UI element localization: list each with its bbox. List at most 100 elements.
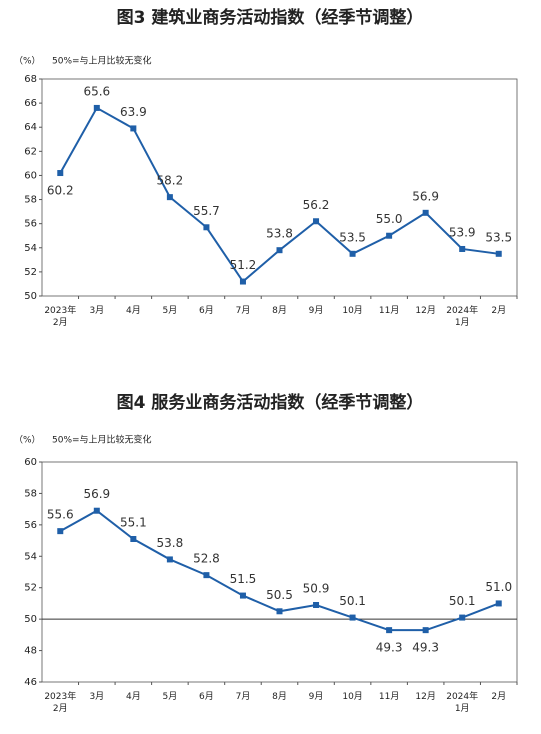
x-tick-label: 4月 — [126, 691, 141, 702]
x-tick-label: 9月 — [309, 691, 324, 702]
y-tick-label: 48 — [24, 646, 37, 657]
value-label: 53.8 — [266, 227, 293, 241]
point — [313, 602, 320, 608]
x-tick-label: 12月 — [415, 305, 435, 316]
x-tick-label: 4月 — [126, 305, 141, 316]
point — [166, 194, 173, 201]
value-label: 50.5 — [266, 588, 293, 602]
x-tick-label: 2月 — [491, 305, 506, 316]
y-tick-label: 66 — [24, 98, 37, 109]
y-tick-label: 54 — [24, 551, 37, 562]
value-label: 58.2 — [157, 174, 184, 188]
note: 50%=与上月比较无变化 — [52, 434, 152, 446]
unit-label: （%） — [14, 435, 41, 446]
plot-frame — [41, 78, 518, 297]
point — [130, 125, 137, 132]
point — [57, 170, 64, 177]
value-label: 53.8 — [157, 536, 184, 550]
plot-frame — [41, 461, 518, 683]
x-tick-label: 2024年 1月 — [446, 304, 478, 328]
value-label: 60.2 — [47, 184, 74, 198]
point — [349, 250, 356, 257]
y-tick-label: 60 — [24, 170, 37, 181]
x-tick-label: 6月 — [199, 305, 214, 316]
point — [130, 536, 137, 542]
value-label: 56.9 — [83, 487, 110, 501]
x-tick-label: 10月 — [342, 691, 362, 702]
value-label: 53.9 — [449, 225, 476, 239]
y-tick-label: 46 — [24, 677, 37, 688]
point — [386, 232, 393, 239]
value-label: 53.5 — [339, 230, 366, 244]
value-label: 49.3 — [376, 641, 403, 655]
x-tick-label: 11月 — [379, 691, 399, 702]
value-label: 65.6 — [83, 84, 110, 98]
point — [459, 245, 466, 252]
point — [459, 614, 466, 621]
x-tick-label: 7月 — [236, 691, 251, 702]
value-label: 50.1 — [449, 594, 476, 608]
x-tick-label: 2023年 2月 — [44, 690, 76, 714]
x-tick-label: 7月 — [236, 305, 251, 316]
x-tick-label: 8月 — [272, 305, 287, 316]
x-tick-label: 9月 — [309, 305, 324, 316]
y-tick-label: 50 — [24, 291, 37, 302]
x-tick-label: 2023年 2月 — [44, 304, 76, 328]
value-label: 55.0 — [376, 212, 403, 226]
value-label: 52.8 — [193, 552, 220, 566]
point — [93, 507, 100, 514]
point — [57, 528, 64, 535]
x-tick-label: 10月 — [342, 305, 362, 316]
chart-title: 图4 服务业商务活动指数（经季节调整） — [117, 392, 424, 413]
y-tick-label: 58 — [24, 195, 37, 206]
y-tick-label: 52 — [24, 583, 37, 594]
x-tick-label: 3月 — [89, 305, 104, 316]
y-tick-label: 68 — [24, 74, 37, 85]
x-tick-label: 12月 — [415, 691, 435, 702]
y-tick-label: 56 — [24, 219, 37, 230]
point — [422, 627, 429, 634]
x-tick-label: 6月 — [199, 691, 214, 702]
note: 50%=与上月比较无变化 — [52, 55, 152, 67]
point — [93, 104, 100, 111]
value-label: 49.3 — [412, 641, 439, 655]
value-label: 56.9 — [412, 189, 439, 203]
y-tick-label: 56 — [24, 520, 37, 531]
value-label: 51.0 — [485, 580, 512, 594]
point — [276, 247, 283, 254]
point — [386, 627, 393, 634]
x-tick-label: 5月 — [163, 691, 178, 702]
point — [203, 572, 210, 579]
y-tick-label: 54 — [24, 243, 37, 254]
x-tick-label: 3月 — [89, 691, 104, 702]
x-tick-label: 5月 — [163, 305, 178, 316]
y-tick-label: 64 — [24, 122, 37, 133]
point — [166, 556, 173, 563]
y-tick-label: 50 — [24, 614, 37, 625]
value-label: 55.7 — [193, 204, 220, 218]
point — [422, 209, 429, 216]
point — [349, 614, 356, 621]
x-tick-label: 2月 — [491, 691, 506, 702]
value-label: 51.2 — [230, 258, 257, 272]
y-tick-label: 60 — [24, 457, 37, 468]
y-tick-label: 52 — [24, 267, 37, 278]
unit-label: （%） — [14, 56, 41, 67]
point — [276, 608, 283, 615]
value-label: 55.1 — [120, 516, 147, 530]
point — [203, 224, 210, 231]
point — [239, 592, 246, 599]
y-tick-label: 62 — [24, 146, 37, 157]
x-tick-label: 2024年 1月 — [446, 690, 478, 714]
point — [495, 250, 502, 257]
point — [239, 278, 246, 285]
point — [313, 218, 320, 225]
point — [495, 600, 502, 607]
value-label: 55.6 — [47, 508, 74, 522]
value-label: 50.9 — [303, 582, 330, 596]
value-label: 63.9 — [120, 105, 147, 119]
chart-title: 图3 建筑业商务活动指数（经季节调整） — [117, 7, 424, 28]
x-tick-label: 8月 — [272, 691, 287, 702]
value-label: 56.2 — [303, 198, 330, 212]
